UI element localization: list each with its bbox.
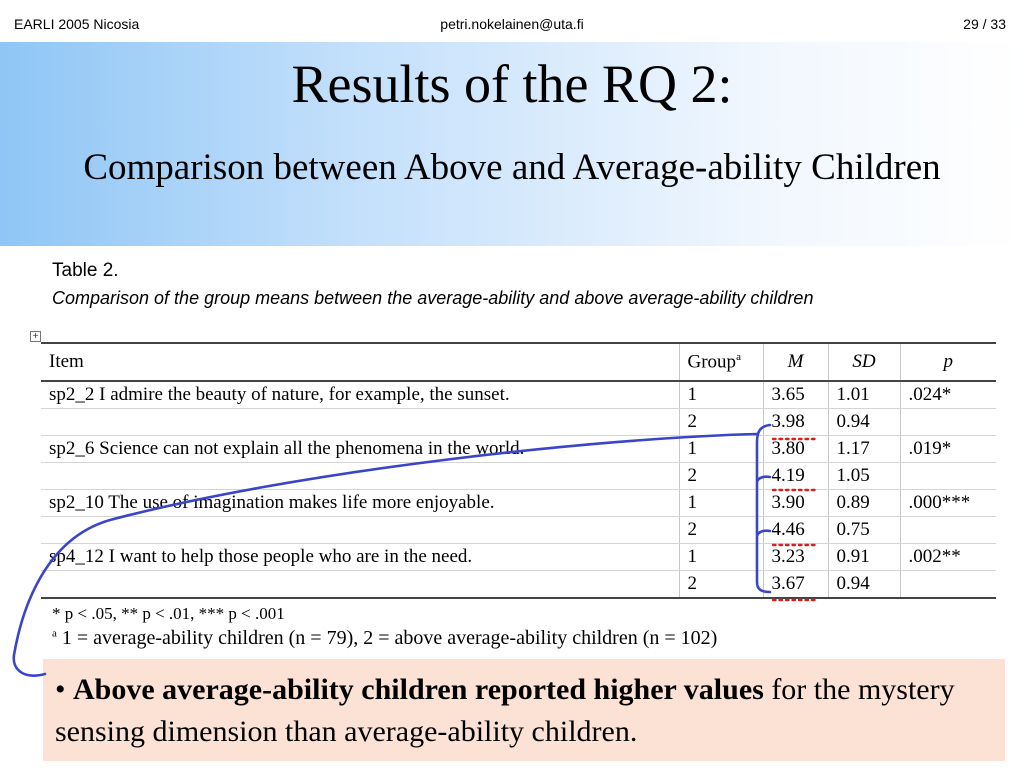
significance-note: * p < .05, ** p < .01, *** p < .001 — [52, 604, 285, 623]
mean-cell: 4.19 — [762, 462, 828, 490]
conference-label: EARLI 2005 Nicosia — [14, 16, 140, 32]
group-cell: 1 — [678, 435, 763, 463]
group-cell: 2 — [678, 516, 763, 544]
mean-cell: 3.98 — [762, 408, 828, 436]
header-p: p — [899, 342, 996, 382]
group-note: a 1 = average-ability children (n = 79),… — [52, 627, 718, 649]
slide-title: Results of the RQ 2: — [291, 54, 733, 114]
p-cell — [899, 408, 996, 436]
author-email: petri.nokelainen@uta.fi — [440, 16, 584, 32]
mean-cell: 3.90 — [762, 489, 828, 517]
header-mean: M — [762, 342, 828, 382]
sd-cell: 0.91 — [827, 543, 900, 571]
conclusion-rest: for the mystery sensing dimension than a… — [55, 673, 955, 748]
group-cell: 2 — [678, 462, 763, 490]
mean-cell: 3.67 — [762, 570, 828, 599]
conclusion-emphasis: Above average-ability children reported … — [73, 673, 764, 706]
table-row: sp2_2 I admire the beauty of nature, for… — [41, 381, 996, 409]
group-cell: 1 — [678, 381, 763, 409]
p-cell: .000*** — [899, 489, 996, 517]
results-table: Item Groupa M SD p sp2_2 I admire the be… — [41, 342, 996, 599]
table-description: Comparison of the group means between th… — [52, 288, 814, 308]
highlight-bracket — [12, 423, 772, 677]
group-cell: 1 — [678, 489, 763, 517]
sd-cell: 0.89 — [827, 489, 900, 517]
p-cell — [899, 570, 996, 599]
table-row: sp4_12 I want to help those people who a… — [41, 543, 996, 571]
p-cell — [899, 462, 996, 490]
table-row: 2 3.67 0.94 — [41, 570, 996, 599]
p-cell: .002** — [899, 543, 996, 571]
p-cell — [899, 516, 996, 544]
table-move-handle-icon[interactable]: + — [30, 331, 41, 342]
group-cell: 2 — [678, 570, 763, 599]
conclusion-text: • Above average-ability children reporte… — [43, 659, 1005, 753]
table-row: 2 4.46 0.75 — [41, 516, 996, 544]
item-text — [41, 516, 679, 544]
p-cell: .019* — [899, 435, 996, 463]
slide-header-bar: EARLI 2005 Nicosia petri.nokelainen@uta.… — [0, 0, 1024, 42]
bullet-glyph: • — [55, 673, 74, 706]
item-text: sp2_2 I admire the beauty of nature, for… — [41, 381, 679, 409]
header-item: Item — [41, 342, 679, 382]
table-header-row: Item Groupa M SD p — [41, 342, 996, 382]
table-row: 2 4.19 1.05 — [41, 462, 996, 490]
slide-subtitle: Comparison between Above and Average-abi… — [83, 147, 941, 188]
title-banner — [0, 42, 1024, 246]
table-row: 2 3.98 0.94 — [41, 408, 996, 436]
sd-cell: 1.05 — [827, 462, 900, 490]
mean-cell: 3.65 — [762, 381, 828, 409]
item-text: sp2_6 Science can not explain all the ph… — [41, 435, 679, 463]
sd-cell: 0.75 — [827, 516, 900, 544]
sd-cell: 0.94 — [827, 408, 900, 436]
conclusion-callout: • Above average-ability children reporte… — [43, 659, 1005, 761]
sd-cell: 1.01 — [827, 381, 900, 409]
table-caption: Table 2. — [52, 260, 119, 281]
item-text — [41, 570, 679, 599]
highlight-dots — [771, 437, 817, 602]
item-text — [41, 462, 679, 490]
header-sd: SD — [827, 342, 900, 382]
group-cell: 1 — [678, 543, 763, 571]
sd-cell: 1.17 — [827, 435, 900, 463]
item-text: sp4_12 I want to help those people who a… — [41, 543, 679, 571]
header-group: Groupa — [678, 342, 763, 382]
page-counter: 29 / 33 — [963, 16, 1006, 32]
table-row: sp2_6 Science can not explain all the ph… — [41, 435, 996, 463]
item-text — [41, 408, 679, 436]
p-cell: .024* — [899, 381, 996, 409]
sd-cell: 0.94 — [827, 570, 900, 599]
mean-cell: 3.23 — [762, 543, 828, 571]
